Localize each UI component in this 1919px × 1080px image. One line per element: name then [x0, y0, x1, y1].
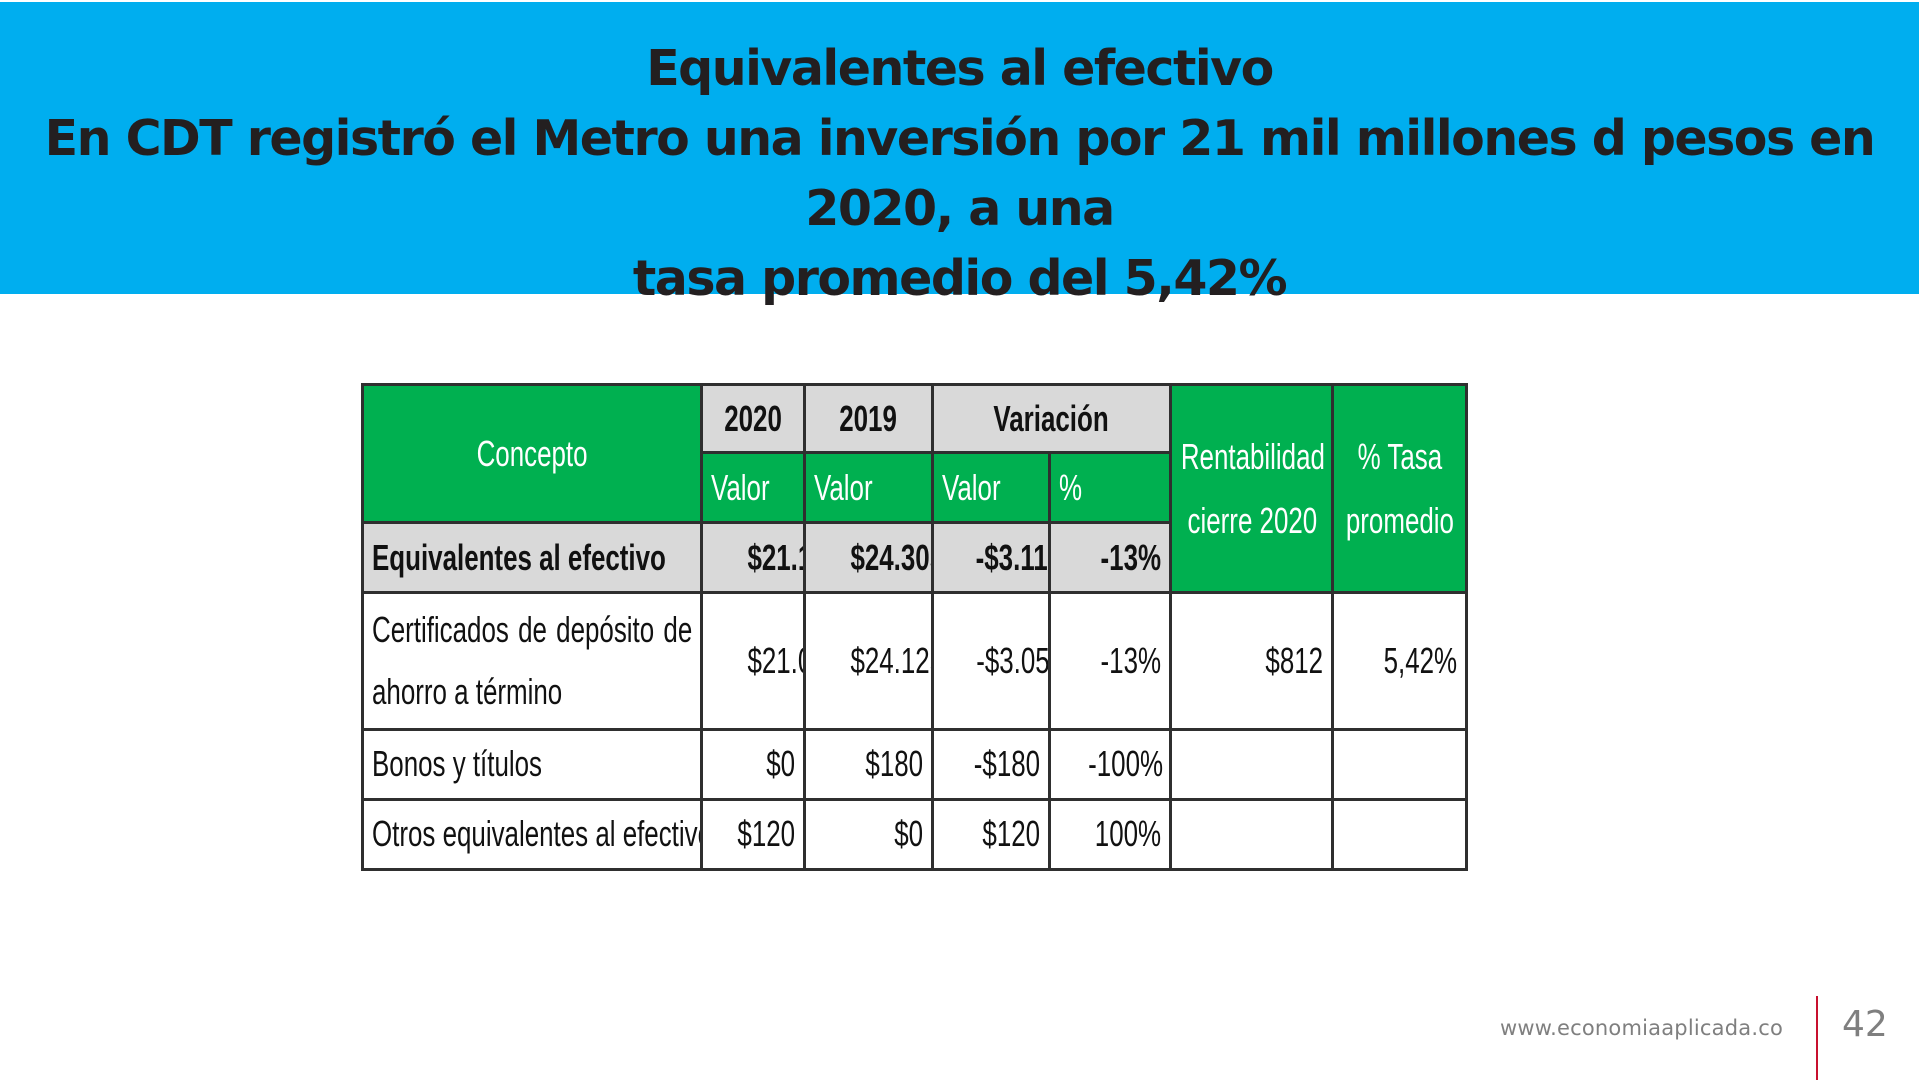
- table-row: Otros equivalentes al efectivo $120 $0 $…: [361, 797, 1468, 872]
- title-line-1: Equivalentes al efectivo: [646, 40, 1274, 97]
- row-var-pct: -13%: [1048, 591, 1172, 731]
- header-concepto: Concepto: [361, 382, 703, 525]
- header-pct-variacion: %: [1048, 451, 1172, 525]
- row-concepto: Otros equivalentes al efectivo: [361, 797, 703, 872]
- row-concepto: Certificados de depósito de ahorro a tér…: [361, 591, 703, 731]
- slide-title: Equivalentes al efectivo En CDT registró…: [0, 34, 1919, 314]
- total-2020: $21.188: [700, 521, 806, 595]
- table-row: Certificados de depósito de ahorro a tér…: [361, 591, 1468, 731]
- row-rentabilidad: $812: [1169, 591, 1334, 731]
- header-year-2020: 2020: [700, 382, 806, 455]
- header-row-2: Valor Valor Valor %: [363, 451, 1467, 525]
- total-concepto: Equivalentes al efectivo: [361, 521, 703, 595]
- row-2019: $0: [803, 797, 934, 872]
- row-2019: $180: [803, 727, 934, 801]
- total-var-pct: -13%: [1048, 521, 1172, 595]
- total-2019: $24.305: [803, 521, 934, 595]
- header-tasa: % Tasa promedio: [1331, 382, 1468, 595]
- row-concepto: Bonos y títulos: [361, 727, 703, 801]
- header-valor-variacion: Valor: [931, 451, 1051, 525]
- row-rentabilidad: [1169, 797, 1334, 872]
- page-number: 42: [1842, 1004, 1888, 1045]
- footer-website-link[interactable]: www.economiaaplicada.co: [1499, 1016, 1783, 1040]
- row-tasa: [1331, 797, 1468, 872]
- table-row: Bonos y títulos $0 $180 -$180 -100%: [361, 727, 1468, 801]
- footer-divider: [1816, 996, 1818, 1080]
- header-row-1: Concepto 2020 2019 Variación Rentabilida…: [361, 382, 1468, 595]
- header-valor-2019: Valor: [803, 451, 934, 525]
- header-valor-2020: Valor: [700, 451, 806, 525]
- total-var-valor: -$3.117: [931, 521, 1051, 595]
- row-var-valor: -$3.057: [931, 591, 1051, 731]
- row-2020: $0: [700, 727, 806, 801]
- row-var-pct: 100%: [1048, 797, 1172, 872]
- row-2019: $24.125: [803, 591, 934, 731]
- row-2020: $120: [700, 797, 806, 872]
- title-line-2: En CDT registró el Metro una inversión p…: [44, 110, 1876, 237]
- header-variacion: Variación: [931, 382, 1172, 455]
- row-2020: $21.068: [700, 591, 806, 731]
- header-band: [0, 2, 1919, 294]
- cash-equivalents-table-wrapper: Concepto 2020 2019 Variación Rentabilida…: [361, 382, 1468, 872]
- cash-equivalents-table: Concepto 2020 2019 Variación Rentabilida…: [361, 382, 1468, 872]
- row-var-pct: -100%: [1048, 727, 1172, 801]
- row-rentabilidad: [1169, 727, 1334, 801]
- row-tasa: [1331, 727, 1468, 801]
- row-var-valor: $120: [931, 797, 1051, 872]
- header-year-2019: 2019: [803, 382, 934, 455]
- row-tasa: 5,42%: [1331, 591, 1468, 731]
- row-var-valor: -$180: [931, 727, 1051, 801]
- header-rentabilidad: Rentabilidad cierre 2020: [1169, 382, 1334, 595]
- title-line-3: tasa promedio del 5,42%: [632, 250, 1288, 307]
